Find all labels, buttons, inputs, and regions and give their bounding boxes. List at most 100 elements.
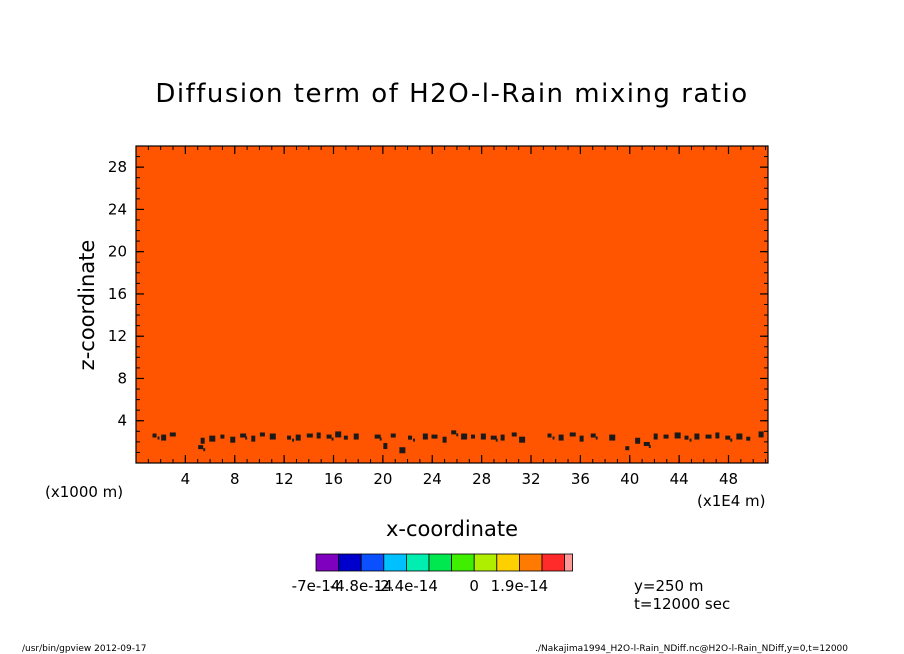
noise-speck [157,436,160,440]
noise-speck [230,436,236,443]
noise-speck [152,433,157,438]
colorbar-label: 0 [469,577,479,595]
noise-speck [353,433,359,440]
colorbar-swatch [564,553,573,572]
noise-speck [519,436,526,443]
x-unit-left: (x1000 m) [45,483,123,501]
noise-speck [746,436,751,441]
noise-speck [287,435,292,440]
noise-speck [663,434,669,439]
noise-speck [422,433,428,440]
noise-speck [490,435,497,440]
noise-speck [552,436,555,440]
noise-speck [169,432,176,437]
x-tick-label: 36 [571,470,590,488]
noise-speck [200,437,205,444]
chart-title: Diffusion term of H2O-l-Rain mixing rati… [155,79,748,109]
x-tick-label: 12 [275,470,294,488]
noise-speck [500,434,505,441]
noise-speck [413,438,416,442]
x-tick-label: 28 [472,470,491,488]
x-tick-label: 4 [181,470,191,488]
colorbar-swatch [451,553,475,572]
noise-speck [736,433,743,440]
noise-speck [470,434,475,439]
noise-speck [326,434,332,439]
noise-speck [306,433,313,438]
noise-speck [547,433,552,438]
noise-speck [579,435,584,442]
colorbar-label: -2.4e-14 [375,577,438,595]
noise-speck [694,433,700,440]
y-axis-label: z-coordinate [75,240,99,371]
noise-speck [259,432,265,437]
noise-speck [209,435,216,442]
noise-speck [635,437,641,444]
footer-left: /usr/bin/gpview 2012-09-17 [22,644,146,654]
noise-speck [379,437,382,441]
colorbar-label: -7e-14 [292,577,341,595]
y-tick-label: 12 [108,327,127,345]
x-tick-label: 16 [324,470,343,488]
time-annotation: t=12000 sec [634,595,730,613]
noise-speck [331,437,334,441]
y-tick-label: 8 [117,369,127,387]
noise-speck [643,441,650,446]
noise-speck [240,433,247,438]
noise-speck [269,433,276,440]
noise-speck [558,434,564,441]
noise-speck [511,432,517,437]
noise-speck [689,438,692,442]
noise-speck [705,434,712,439]
x-tick-label: 24 [423,470,442,488]
y-tick-label: 28 [108,158,127,176]
noise-speck [220,434,225,439]
noise-speck [203,448,206,452]
colorbar-swatch [405,553,430,572]
noise-speck [625,446,630,451]
colorbar-label: 1.9e-14 [491,577,549,595]
noise-band [152,430,764,454]
noise-speck [161,434,167,441]
x-tick-label: 48 [719,470,738,488]
noise-speck [590,433,596,438]
colorbar-swatch [473,553,498,572]
y-slice-annotation: y=250 m [634,577,703,595]
noise-speck [480,433,486,440]
x-tick-label: 8 [230,470,240,488]
colorbar-swatch [519,553,543,572]
noise-speck [335,431,342,438]
noise-speck [374,434,381,439]
x-axis: 4 8 12 16 20 24 28 32 36 40 44 48 [147,146,767,488]
colorbar-swatch [428,553,453,572]
noise-speck [758,431,764,438]
noise-speck [595,436,598,440]
noise-speck [442,436,447,443]
noise-speck [653,433,658,440]
colorbar-label: -4.8e-14 [330,577,393,595]
noise-speck [251,435,256,442]
colorbar-swatch [315,553,340,572]
colorbar-swatch [496,553,520,572]
noise-speck [495,438,498,442]
noise-speck [456,433,459,437]
heatmap-field [136,146,768,463]
noise-speck [730,438,733,442]
x-tick-label: 32 [521,470,540,488]
noise-speck [451,430,457,435]
colorbar-swatch [383,553,407,572]
x-unit-right: (x1E4 m) [697,492,766,510]
noise-speck [383,443,388,450]
noise-speck [725,435,731,440]
colorbar [315,553,573,572]
noise-speck [408,435,413,440]
x-axis-label: x-coordinate [386,517,518,541]
noise-speck [684,435,689,440]
noise-speck [674,432,681,439]
noise-speck [431,434,438,439]
noise-speck [292,438,295,442]
x-tick-label: 20 [373,470,392,488]
noise-speck [390,433,396,438]
noise-speck [295,434,301,441]
